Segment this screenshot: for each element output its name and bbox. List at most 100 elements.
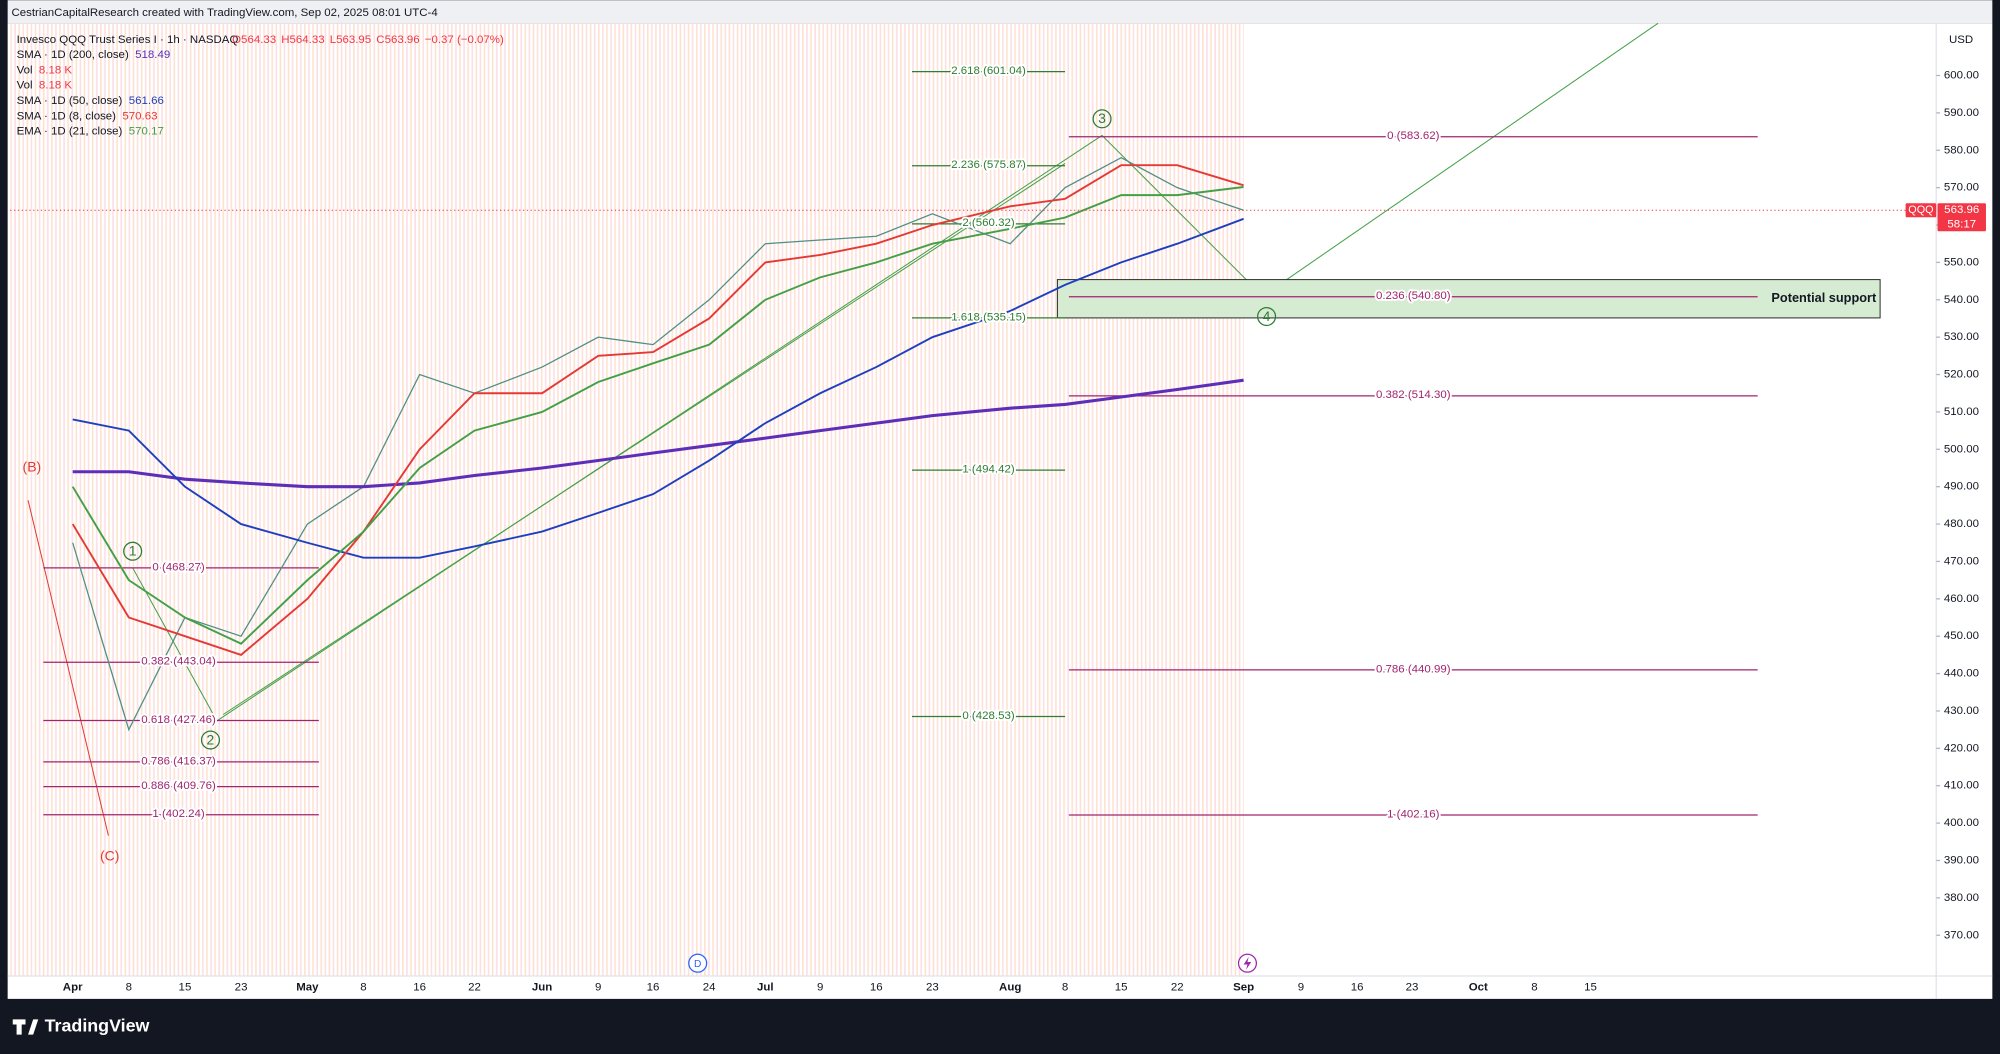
fib-label: 0.382 (443.04) bbox=[141, 656, 216, 668]
fib-label: 1 (402.24) bbox=[152, 808, 204, 820]
x-tick-label: Aug bbox=[999, 981, 1021, 993]
y-tick-label: 380.00 bbox=[1944, 892, 1979, 904]
session-shading bbox=[10, 23, 1244, 976]
legend-value: 570.63 bbox=[122, 110, 157, 122]
y-tick-label: 490.00 bbox=[1944, 481, 1979, 493]
x-tick-label: 16 bbox=[870, 981, 883, 993]
legend-value: 561.66 bbox=[129, 95, 164, 107]
wave-circle bbox=[123, 541, 143, 561]
legend-name: Vol bbox=[17, 80, 33, 92]
y-tick-label: 440.00 bbox=[1944, 668, 1979, 680]
y-tick-label: 430.00 bbox=[1944, 705, 1979, 717]
y-tick-label: 460.00 bbox=[1944, 593, 1979, 605]
x-tick-label: 8 bbox=[1531, 981, 1537, 993]
header-bar bbox=[7, 0, 1993, 24]
brand: TradingView bbox=[45, 1016, 150, 1036]
y-tick-label: 420.00 bbox=[1944, 742, 1979, 754]
ohlc: C563.96 bbox=[376, 34, 419, 46]
x-tick-label: May bbox=[296, 981, 319, 993]
brand-logo bbox=[12, 1019, 39, 1035]
x-tick-label: 22 bbox=[468, 981, 481, 993]
legend-name: SMA · 1D (50, close) bbox=[17, 95, 123, 107]
x-tick-label: 16 bbox=[413, 981, 426, 993]
x-tick-label: 23 bbox=[1406, 981, 1419, 993]
symbol: QQQ bbox=[1908, 204, 1933, 216]
ohlc: L563.95 bbox=[330, 34, 371, 46]
x-tick-label: 23 bbox=[235, 981, 248, 993]
y-tick-label: 450.00 bbox=[1944, 630, 1979, 642]
x-tick-label: 8 bbox=[1062, 981, 1068, 993]
y-tick-label: 480.00 bbox=[1944, 518, 1979, 530]
fib-label: 0.786 (416.37) bbox=[141, 755, 216, 767]
legend-name: SMA · 1D (8, close) bbox=[17, 110, 117, 122]
x-tick-label: 15 bbox=[179, 981, 192, 993]
y-tick-label: 520.00 bbox=[1944, 369, 1979, 381]
chart-title: Invesco QQQ Trust Series I · 1h · NASDAQ bbox=[17, 34, 239, 46]
x-tick-label: 16 bbox=[647, 981, 660, 993]
y-tick-label: 410.00 bbox=[1944, 780, 1979, 792]
fib-label: 0.618 (427.46) bbox=[141, 714, 216, 726]
y-tick-label: 600.00 bbox=[1944, 70, 1979, 82]
x-tick-label: Jun bbox=[532, 981, 552, 993]
wave-circle bbox=[1092, 109, 1112, 129]
wave-circle bbox=[1257, 306, 1277, 327]
ohlc: O564.33 bbox=[232, 34, 276, 46]
x-tick-label: 9 bbox=[817, 981, 823, 993]
wave-label: 4 bbox=[1263, 308, 1271, 324]
x-tick-label: 24 bbox=[703, 981, 716, 993]
lightning-icon bbox=[1243, 956, 1252, 970]
x-tick-label: Oct bbox=[1469, 981, 1488, 993]
zone-label: Potential support bbox=[1771, 290, 1877, 305]
legend-value: 8.18 K bbox=[39, 80, 73, 92]
legend-value: 8.18 K bbox=[39, 64, 73, 76]
wave-line bbox=[132, 23, 1659, 722]
x-tick-label: 9 bbox=[595, 981, 601, 993]
x-tick-label: 23 bbox=[926, 981, 939, 993]
ma-line bbox=[71, 164, 1244, 656]
fib-label: 0 (583.62) bbox=[1387, 130, 1439, 142]
plot-area bbox=[27, 23, 1881, 836]
symbol-tag bbox=[1905, 203, 1937, 218]
fib-label: 0.236 (540.80) bbox=[1376, 290, 1451, 302]
attribution: CestrianCapitalResearch created with Tra… bbox=[11, 7, 438, 19]
y-tick-label: 510.00 bbox=[1944, 406, 1979, 418]
y-tick-label: 400.00 bbox=[1944, 817, 1979, 829]
fib-label: 0.886 (409.76) bbox=[141, 780, 216, 792]
legend-name: Vol bbox=[17, 64, 33, 76]
ma-line bbox=[72, 378, 1244, 489]
x-tick-label: 15 bbox=[1584, 981, 1597, 993]
footer-bar bbox=[0, 998, 2000, 1054]
x-tick-label: 15 bbox=[1115, 981, 1128, 993]
fib-label: 0 (428.53) bbox=[962, 710, 1014, 722]
fib-label: 2 (560.32) bbox=[962, 217, 1014, 229]
dividend-marker[interactable]: D bbox=[694, 959, 701, 970]
y-tick-label: 540.00 bbox=[1944, 294, 1979, 306]
dividend-icon[interactable] bbox=[688, 953, 708, 973]
legend-value: 518.49 bbox=[135, 49, 170, 61]
legend-value: 570.17 bbox=[129, 126, 164, 138]
price-tag-label: 563.96 bbox=[1944, 204, 1979, 216]
ohlc: −0.37 (−0.07%) bbox=[425, 34, 504, 46]
x-tick-label: 8 bbox=[126, 981, 132, 993]
wave-label: 2 bbox=[207, 731, 215, 747]
x-tick-label: 9 bbox=[1298, 981, 1304, 993]
legend-name: SMA · 1D (200, close) bbox=[17, 49, 129, 61]
x-tick-label: Jul bbox=[757, 981, 774, 993]
ohlc: H564.33 bbox=[281, 34, 324, 46]
x-tick-label: 22 bbox=[1171, 981, 1184, 993]
y-tick-label: 530.00 bbox=[1944, 331, 1979, 343]
x-tick-label: 16 bbox=[1351, 981, 1364, 993]
fib-label: 0.382 (514.30) bbox=[1376, 389, 1451, 401]
x-tick-label: 8 bbox=[360, 981, 366, 993]
ma-line bbox=[71, 186, 1244, 645]
y-tick-label: 370.00 bbox=[1944, 929, 1979, 941]
channel-line bbox=[222, 163, 1066, 715]
fib-label: 2.618 (601.04) bbox=[951, 65, 1026, 77]
y-tick-label: 550.00 bbox=[1944, 256, 1979, 268]
ma-line bbox=[72, 217, 1244, 559]
y-tick-label: 500.00 bbox=[1944, 443, 1979, 455]
x-tick-label: Apr bbox=[63, 981, 83, 993]
fib-label: 0 (468.27) bbox=[152, 561, 204, 573]
